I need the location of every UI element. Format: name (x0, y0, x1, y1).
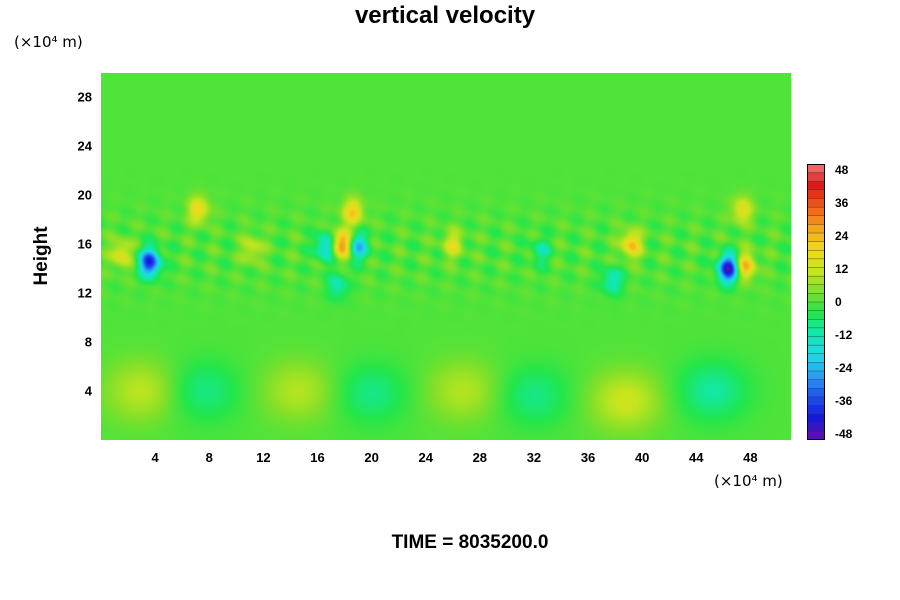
time-label: TIME = 8035200.0 (391, 532, 549, 553)
colorbar-tick-label: 0 (835, 295, 842, 309)
colorbar-segment (807, 241, 825, 251)
x-tick-label: 40 (634, 450, 650, 465)
colorbar-segment (807, 293, 825, 303)
colorbar-segment (807, 215, 825, 226)
x-tick-label: 36 (580, 450, 596, 465)
colorbar-tick-label: -12 (835, 328, 853, 342)
colorbar-tick-label: 36 (835, 196, 849, 210)
colorbar-segment (807, 267, 825, 277)
x-tick-label: 24 (418, 450, 433, 465)
y-tick-label: 4 (84, 383, 92, 399)
colorbar-segment (807, 172, 825, 182)
colorbar (807, 164, 825, 440)
y-axis-unit: (×10⁴ m) (14, 33, 83, 51)
x-tick-label: 28 (472, 450, 488, 465)
x-tick-label: 20 (364, 450, 379, 465)
colorbar-segment (807, 413, 825, 424)
colorbar-segment (807, 431, 825, 440)
colorbar-segment (807, 327, 825, 338)
colorbar-segment (807, 362, 825, 372)
y-tick-label: 8 (84, 334, 92, 350)
x-tick-label: 12 (256, 450, 271, 465)
y-tick-label: 12 (77, 285, 92, 301)
y-tick-label: 16 (77, 236, 92, 252)
y-tick-label: 20 (77, 187, 92, 203)
colorbar-segment (807, 319, 825, 329)
colorbar-segment (807, 224, 825, 234)
colorbar-segment (807, 344, 825, 355)
colorbar-segment (807, 250, 825, 260)
colorbar-segment (807, 181, 825, 191)
heatmap-plot-area (101, 73, 791, 440)
colorbar-segment (807, 301, 825, 312)
colorbar-segment (807, 164, 825, 174)
y-axis-label: Height (31, 226, 52, 286)
colorbar-frame (807, 164, 825, 440)
colorbar-tick-label: 48 (835, 163, 849, 177)
colorbar-segment (807, 396, 825, 407)
x-tick-label: 48 (743, 450, 758, 465)
y-tick-label: 24 (77, 138, 92, 154)
x-tick-label: 16 (310, 450, 325, 465)
colorbar-segment (807, 370, 825, 381)
colorbar-segment (807, 284, 825, 295)
colorbar-tick-label: -24 (835, 361, 853, 375)
colorbar-segment (807, 189, 825, 200)
x-tick-label: 44 (689, 450, 704, 465)
colorbar-segment (807, 336, 825, 346)
colorbar-segment (807, 405, 825, 415)
colorbar-segment (807, 353, 825, 364)
colorbar-tick-label: -48 (835, 427, 853, 441)
x-tick-label: 4 (151, 450, 159, 465)
colorbar-segment (807, 232, 825, 243)
colorbar-segment (807, 275, 825, 286)
colorbar-segment (807, 388, 825, 398)
colorbar-segment (807, 310, 825, 320)
x-tick-label: 32 (526, 450, 542, 465)
colorbar-segment (807, 422, 825, 433)
colorbar-tick-label: 24 (835, 229, 849, 243)
colorbar-tick-label: 12 (835, 262, 849, 276)
chart-title: vertical velocity (354, 2, 536, 29)
colorbar-segment (807, 198, 825, 208)
colorbar-segment (807, 379, 825, 389)
colorbar-segment (807, 258, 825, 269)
y-tick-label: 28 (77, 89, 92, 105)
colorbar-segment (807, 206, 825, 217)
colorbar-tick-label: -36 (835, 394, 853, 408)
x-tick-label: 8 (205, 450, 213, 465)
x-axis-unit: (×10⁴ m) (714, 472, 783, 490)
